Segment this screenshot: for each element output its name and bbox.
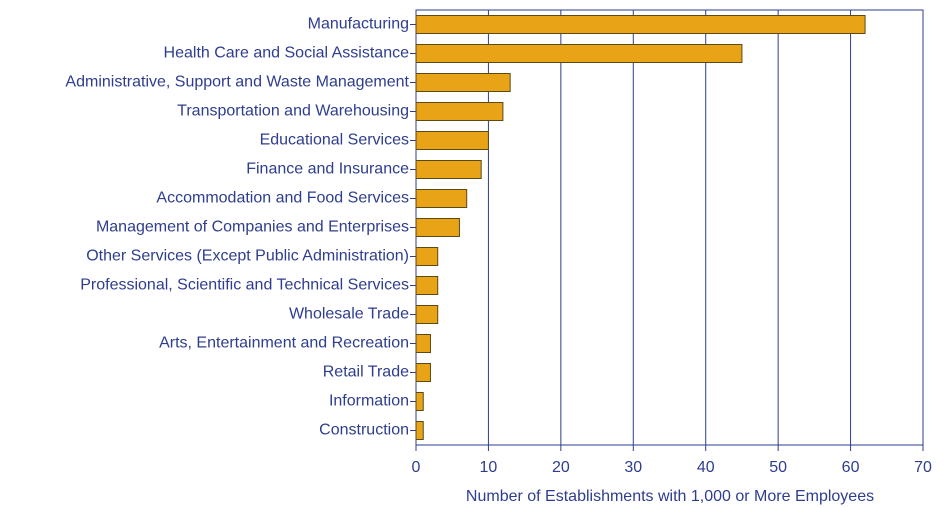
bar (415, 276, 439, 295)
y-tick-label: Finance and Insurance (246, 161, 409, 178)
y-tick-label: Construction (319, 422, 409, 439)
bar (415, 421, 424, 440)
x-tick-label: 30 (624, 459, 642, 476)
bar (415, 160, 482, 179)
bar (415, 15, 866, 34)
y-tick-label: Professional, Scientific and Technical S… (80, 277, 409, 294)
y-tick-label: Management of Companies and Enterprises (96, 219, 409, 236)
bar (415, 218, 460, 237)
y-tick-label: Retail Trade (323, 364, 409, 381)
bar (415, 363, 431, 382)
y-tick-label: Wholesale Trade (289, 306, 409, 323)
x-tick-label: 10 (480, 459, 498, 476)
bar (415, 392, 424, 411)
bar (415, 247, 439, 266)
y-tick-label: Other Services (Except Public Administra… (86, 248, 409, 265)
y-tick-label: Manufacturing (308, 16, 409, 33)
y-tick-label: Accommodation and Food Services (156, 190, 409, 207)
y-tick-label: Information (329, 393, 409, 410)
bar (415, 102, 504, 121)
y-tick-label: Arts, Entertainment and Recreation (159, 335, 409, 352)
bar (415, 44, 743, 63)
y-tick-label: Administrative, Support and Waste Manage… (65, 74, 409, 91)
x-axis-label: Number of Establishments with 1,000 or M… (466, 488, 874, 505)
x-tick-label: 20 (552, 459, 570, 476)
x-tick-label: 50 (769, 459, 787, 476)
bar (415, 334, 431, 353)
bar (415, 131, 489, 150)
x-tick-label: 40 (697, 459, 715, 476)
y-tick-label: Health Care and Social Assistance (164, 45, 410, 62)
bar (415, 189, 468, 208)
y-tick-label: Educational Services (260, 132, 409, 149)
y-tick-label: Transportation and Warehousing (177, 103, 409, 120)
bar (415, 73, 511, 92)
x-tick-label: 60 (842, 459, 860, 476)
bar (415, 305, 439, 324)
x-tick-label: 70 (914, 459, 932, 476)
x-tick-label: 0 (412, 459, 421, 476)
